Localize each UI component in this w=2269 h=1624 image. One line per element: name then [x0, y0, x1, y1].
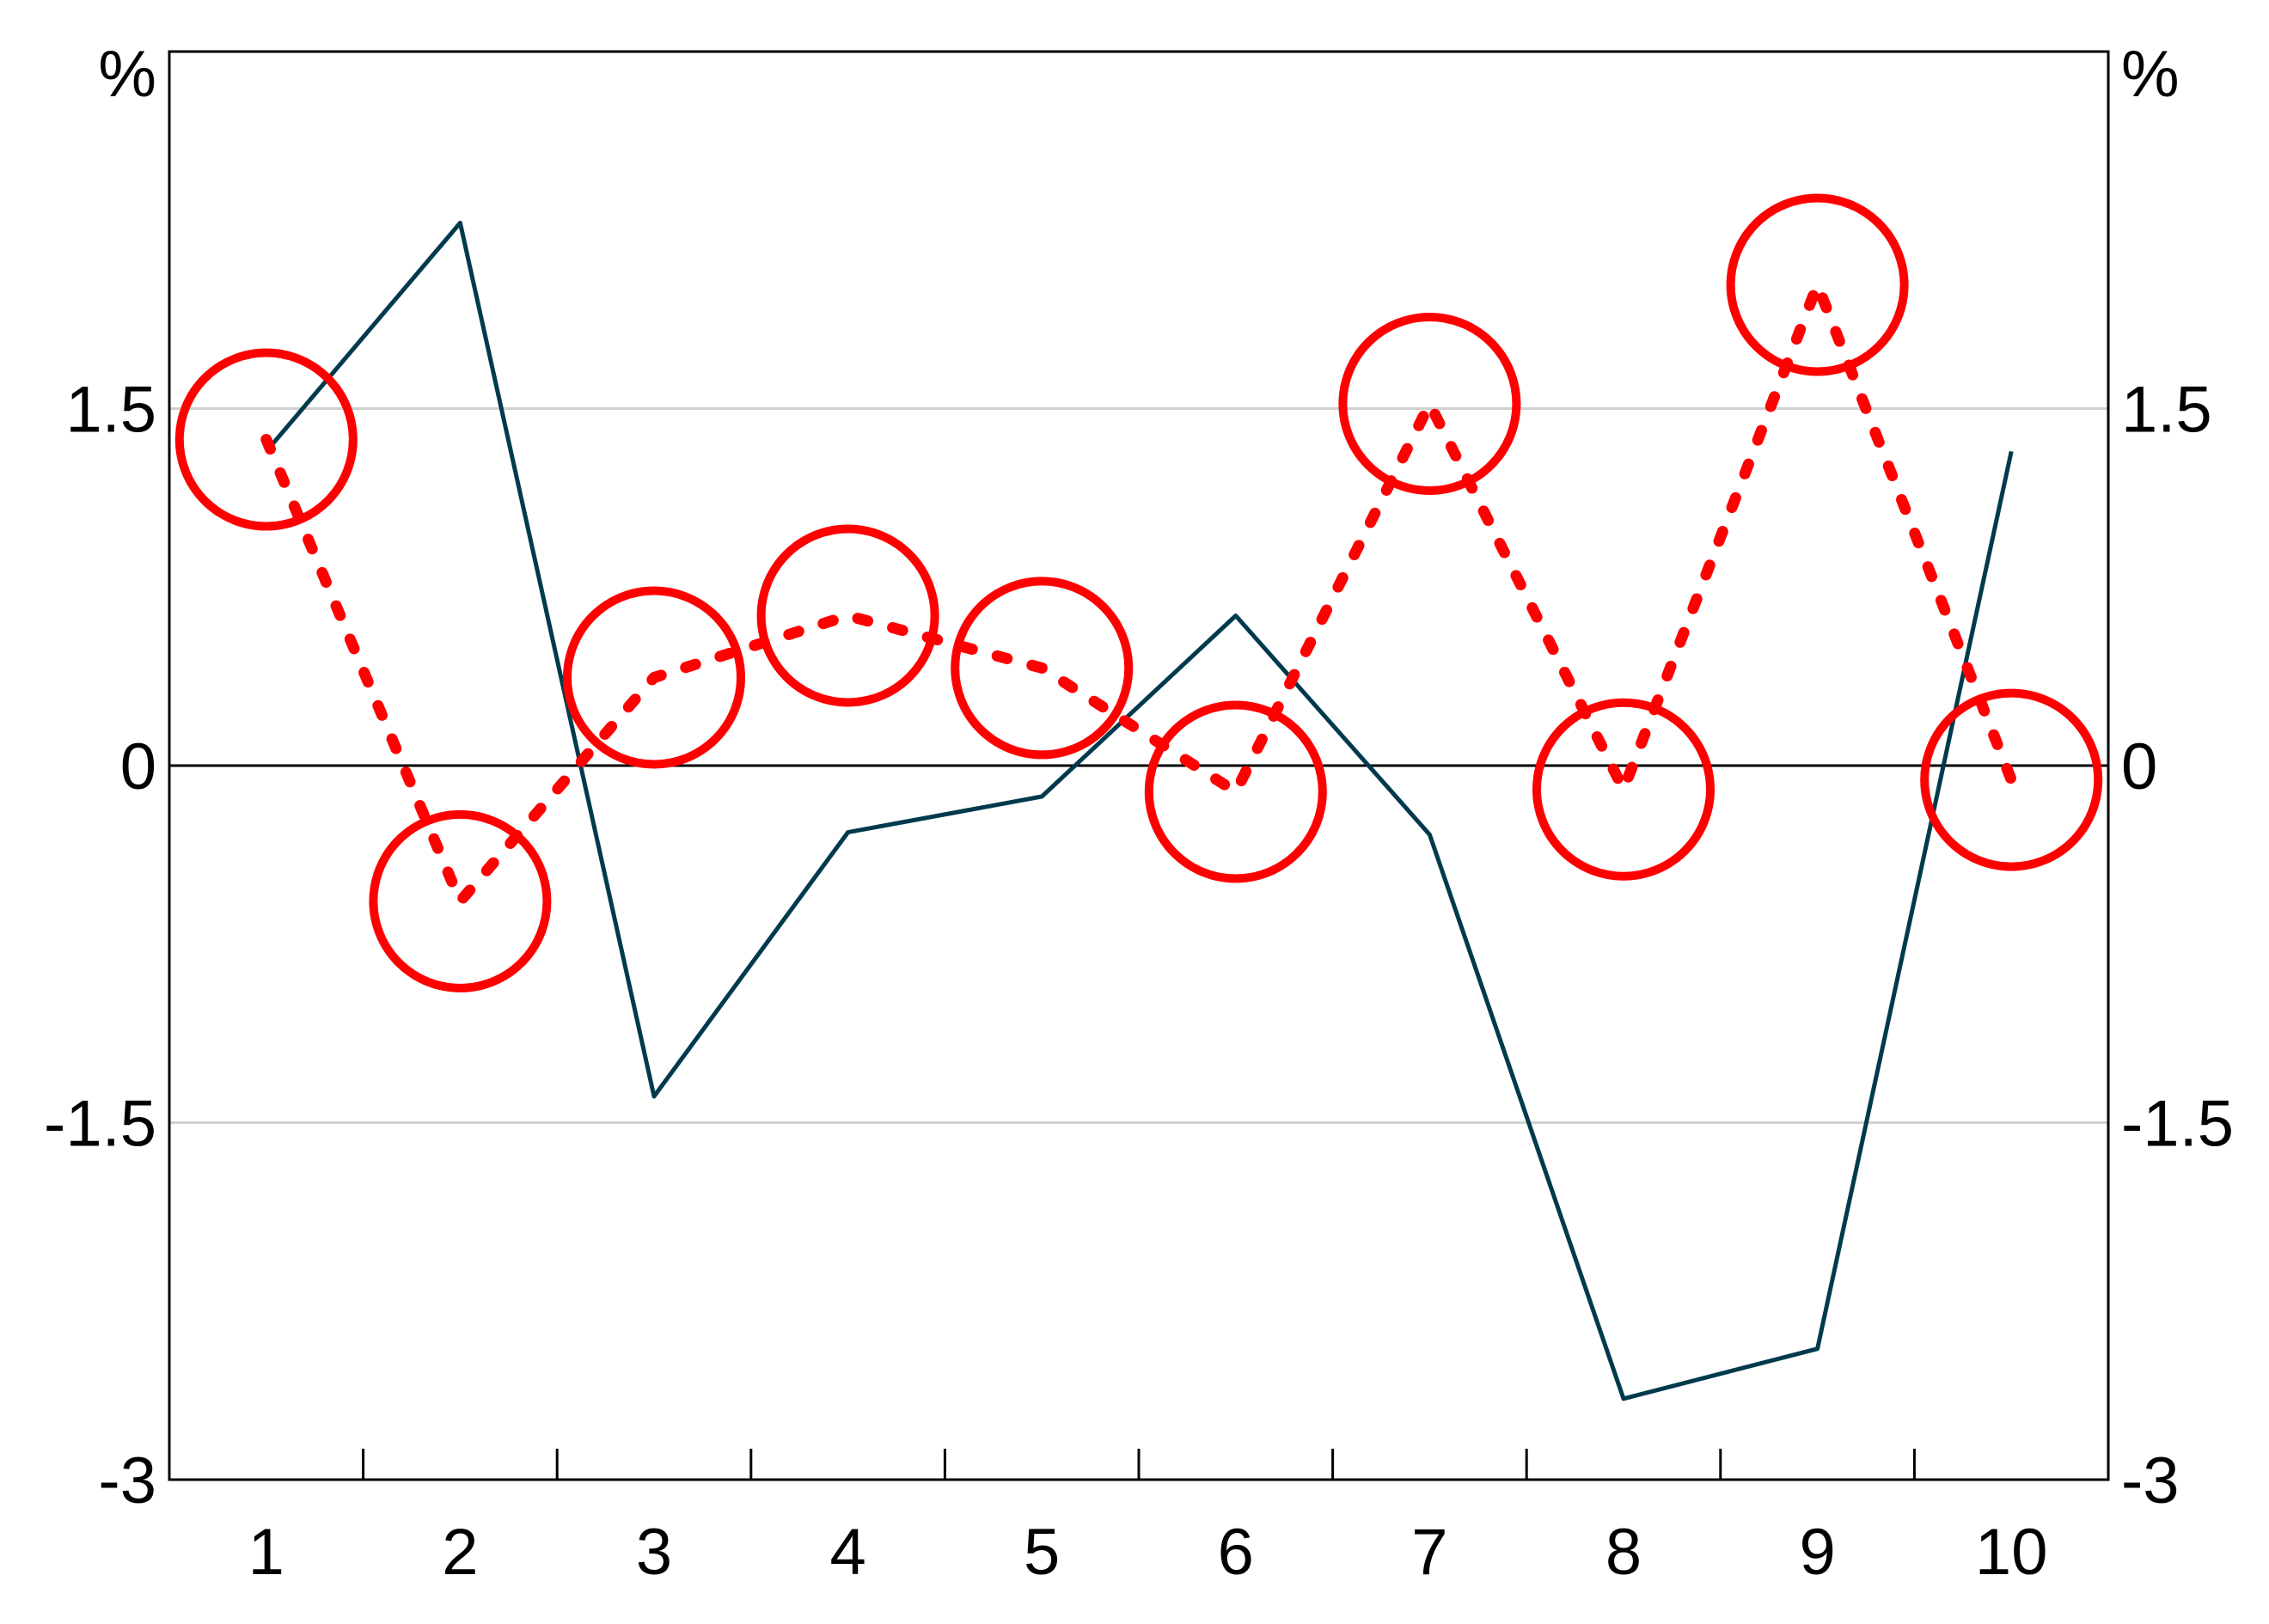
data-point-marker: [1532, 698, 1715, 881]
gridlines: [169, 407, 2108, 1124]
y-tick-label-left: -3: [98, 1444, 156, 1517]
tick-labels: % % 1.5 1.5 0 0 -1.5 -1.5 -3 -3 1 2 3 4 5 6 7 8 9 10: [44, 38, 2234, 1589]
y-tick-label-right: 1.5: [2121, 374, 2212, 447]
series-line-1: [264, 220, 2014, 1401]
x-tick-label: 6: [1218, 1516, 1254, 1589]
series-lines: [260, 220, 2017, 1401]
x-tick-label: 8: [1605, 1516, 1642, 1589]
data-point-marker: [951, 577, 1134, 760]
x-tick-label: 7: [1411, 1516, 1447, 1589]
data-point-marker: [1338, 312, 1521, 495]
data-point-marker: [1726, 193, 1909, 376]
data-point-marker: [1144, 700, 1327, 883]
y-axis-unit-right: %: [2121, 38, 2180, 111]
x-tick-label: 9: [1799, 1516, 1835, 1589]
x-tick-label: 5: [1024, 1516, 1060, 1589]
x-tick-label: 1: [248, 1516, 284, 1589]
data-point-marker: [563, 586, 745, 769]
series-line-2: [260, 279, 2017, 907]
y-tick-label-right: -3: [2121, 1444, 2180, 1517]
y-tick-label-left: -1.5: [44, 1088, 156, 1161]
y-tick-label-left: 0: [120, 730, 156, 803]
y-axis-unit-left: %: [98, 38, 156, 111]
x-tick-label: 10: [1975, 1516, 2048, 1589]
data-point-marker: [1920, 688, 2103, 871]
data-point-marker: [174, 348, 358, 531]
x-tick-label: 3: [636, 1516, 672, 1589]
y-tick-label-left: 1.5: [65, 374, 156, 447]
x-ticks: [362, 1449, 1916, 1480]
x-tick-label: 4: [829, 1516, 865, 1589]
y-tick-label-right: -1.5: [2121, 1088, 2234, 1161]
data-point-marker: [369, 809, 552, 992]
x-tick-label: 2: [442, 1516, 478, 1589]
y-tick-label-right: 0: [2121, 730, 2157, 803]
series-markers: [174, 193, 2103, 992]
data-point-marker: [756, 524, 939, 707]
